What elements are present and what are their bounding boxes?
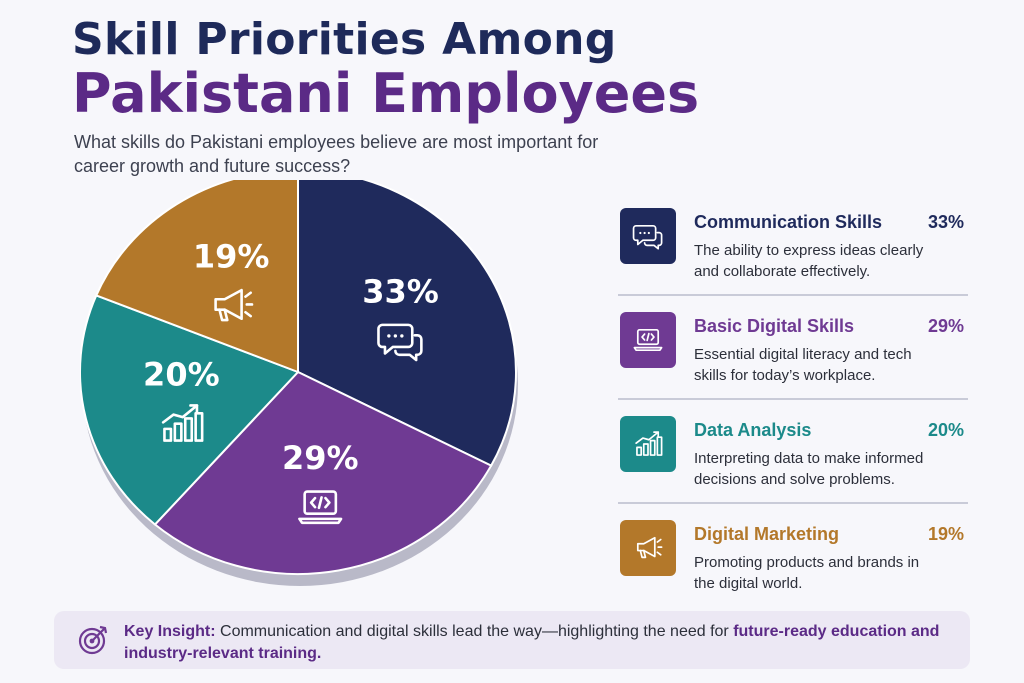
chat-bubbles-icon — [377, 323, 423, 362]
key-insight-box: Key Insight: Communication and digital s… — [54, 611, 970, 669]
pie-label: 29% — [282, 439, 359, 477]
legend: Communication Skills 33% The ability to … — [618, 198, 968, 612]
legend-title: Data Analysis — [694, 420, 812, 440]
pie-label: 20% — [143, 356, 220, 394]
key-insight-emphasis: future-ready education and industry-rele… — [124, 623, 940, 662]
pie-slice-digital-marketing — [94, 180, 299, 374]
pie-slice-data-analysis — [80, 294, 300, 526]
legend-percent: 20% — [927, 420, 964, 440]
megaphone-icon — [620, 520, 676, 576]
key-insight-text: Key Insight: Communication and digital s… — [124, 621, 954, 665]
key-insight-body: Communication and digital skills lead th… — [220, 623, 729, 640]
page-title-line1: Skill Priorities Among — [72, 14, 617, 65]
legend-percent: 29% — [927, 316, 964, 336]
page-title-line2: Pakistani Employees — [72, 62, 700, 125]
legend-title: Basic Digital Skills — [694, 316, 855, 336]
legend-percent: 33% — [927, 212, 964, 232]
bar-chart-icon — [620, 416, 676, 472]
legend-percent: 19% — [927, 524, 964, 544]
pie-slice-communication-skills — [297, 180, 517, 467]
legend-title: Communication Skills — [694, 212, 883, 232]
legend-title: Digital Marketing — [694, 524, 840, 544]
laptop-code-icon — [620, 312, 676, 368]
pie-chart: 33% 29% 20% 19% — [80, 180, 518, 586]
pie-slice-basic-digital-skills — [153, 370, 493, 575]
legend-item-data-analysis: Data Analysis 20% Interpreting data to m… — [618, 406, 968, 504]
legend-description: Promoting products and brands in the dig… — [694, 554, 920, 592]
legend-item-communication: Communication Skills 33% The ability to … — [618, 198, 968, 296]
pie-label: 19% — [193, 238, 270, 276]
megaphone-icon — [214, 288, 254, 322]
legend-item-digital-skills: Basic Digital Skills 29% Essential digit… — [618, 302, 968, 400]
key-insight-label: Key Insight: — [124, 623, 216, 640]
legend-description: The ability to express ideas clearly and… — [694, 242, 924, 280]
page-subtitle: What skills do Pakistani employees belie… — [74, 132, 599, 176]
pie-label: 33% — [362, 272, 439, 310]
legend-description: Essential digital literacy and tech skil… — [694, 346, 912, 384]
legend-description: Interpreting data to make informed decis… — [694, 450, 924, 488]
target-icon — [78, 625, 108, 655]
legend-item-digital-marketing: Digital Marketing 19% Promoting products… — [618, 510, 968, 606]
chat-bubbles-icon — [620, 208, 676, 264]
laptop-code-icon — [298, 490, 343, 525]
bar-chart-icon — [161, 404, 204, 442]
